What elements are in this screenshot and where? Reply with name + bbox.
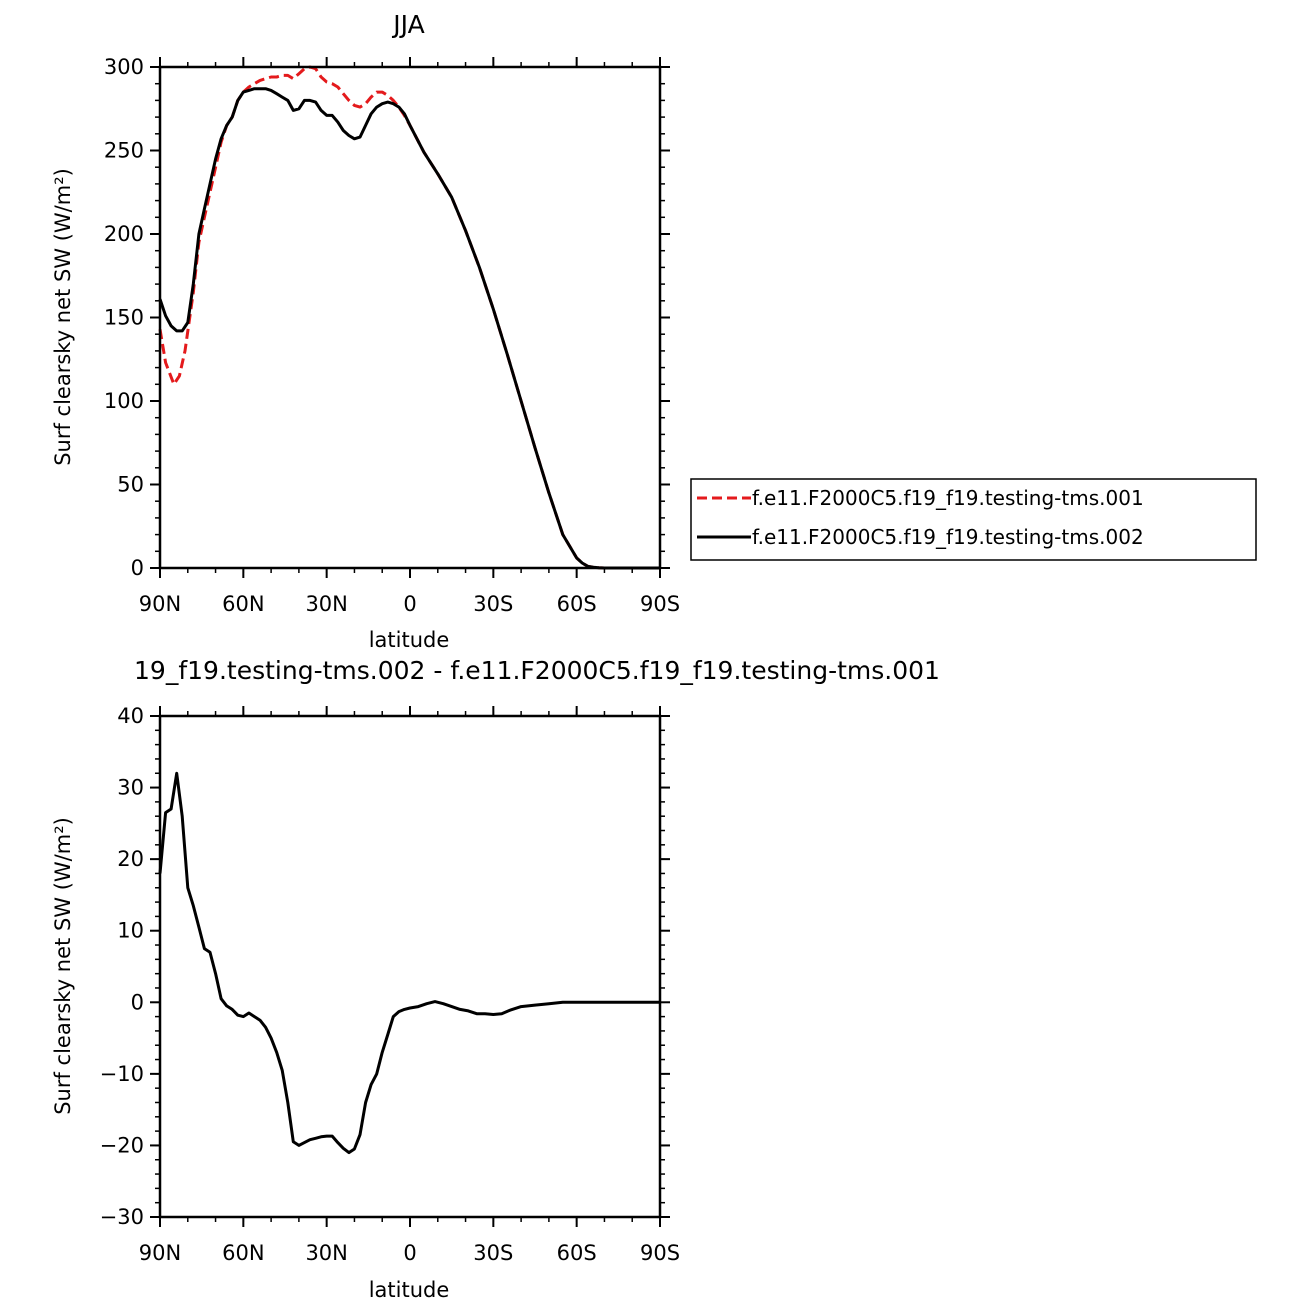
y-tick-label: 20 xyxy=(117,847,144,871)
y-tick-label: −30 xyxy=(100,1205,144,1229)
x-tick-label: 30N xyxy=(305,592,347,616)
top-x-ticks: 90N 60N 30N 0 30S 60S 90S xyxy=(139,57,680,616)
y-tick-label: 250 xyxy=(104,139,144,163)
y-tick-label: 40 xyxy=(117,704,144,728)
bottom-y-axis-title: Surf clearsky net SW (W/m²) xyxy=(51,817,75,1115)
bottom-plot-frame xyxy=(158,714,662,1219)
series-line-2 xyxy=(158,87,660,570)
top-panel-title: JJA xyxy=(391,10,424,39)
x-tick-label: 90N xyxy=(139,1241,181,1265)
y-tick-label: 150 xyxy=(104,306,144,330)
legend: f.e11.F2000C5.f19_f19.testing-tms.001 f.… xyxy=(690,478,1257,561)
bottom-x-axis-title: latitude xyxy=(369,1278,450,1302)
bottom-panel-title: 19_f19.testing-tms.002 - f.e11.F2000C5.f… xyxy=(134,656,940,685)
bottom-series-lines xyxy=(158,771,660,1155)
x-tick-label: 60S xyxy=(557,592,597,616)
x-tick-label: 30S xyxy=(473,592,513,616)
y-tick-label: 200 xyxy=(104,222,144,246)
series-line-1 xyxy=(158,771,660,1155)
x-tick-label: 60S xyxy=(557,1241,597,1265)
y-tick-label: −10 xyxy=(100,1062,144,1086)
x-tick-label: 90S xyxy=(640,592,680,616)
y-tick-label: 50 xyxy=(117,473,144,497)
x-tick-label: 30N xyxy=(305,1241,347,1265)
x-tick-label: 60N xyxy=(222,1241,264,1265)
series-line-1 xyxy=(158,65,660,570)
x-tick-label: 90N xyxy=(139,592,181,616)
y-tick-label: 300 xyxy=(104,55,144,79)
bottom-panel: 19_f19.testing-tms.002 - f.e11.F2000C5.f… xyxy=(51,656,940,1302)
y-tick-label: 10 xyxy=(117,919,144,943)
y-tick-label: 30 xyxy=(117,776,144,800)
top-plot-frame xyxy=(158,65,662,570)
y-tick-label: 0 xyxy=(131,556,144,580)
legend-label-series-1: f.e11.F2000C5.f19_f19.testing-tms.001 xyxy=(752,486,1144,510)
x-tick-label: 90S xyxy=(640,1241,680,1265)
y-tick-label: 0 xyxy=(131,990,144,1014)
bottom-x-ticks: 90N 60N 30N 0 30S 60S 90S xyxy=(139,706,680,1265)
legend-frame xyxy=(690,478,1257,561)
bottom-y-ticks: −30 −20 −10 0 10 20 30 40 xyxy=(100,704,670,1229)
y-tick-label: 100 xyxy=(104,389,144,413)
legend-label-series-2: f.e11.F2000C5.f19_f19.testing-tms.002 xyxy=(752,525,1144,549)
y-tick-label: −20 xyxy=(100,1133,144,1157)
top-y-ticks: 0 50 100 150 200 250 300 xyxy=(104,55,670,580)
x-tick-label: 30S xyxy=(473,1241,513,1265)
top-y-axis-title: Surf clearsky net SW (W/m²) xyxy=(51,168,75,466)
x-tick-label: 0 xyxy=(403,1241,416,1265)
top-series-lines xyxy=(158,65,660,570)
x-tick-label: 0 xyxy=(403,592,416,616)
x-tick-label: 60N xyxy=(222,592,264,616)
top-x-axis-title: latitude xyxy=(369,628,450,652)
